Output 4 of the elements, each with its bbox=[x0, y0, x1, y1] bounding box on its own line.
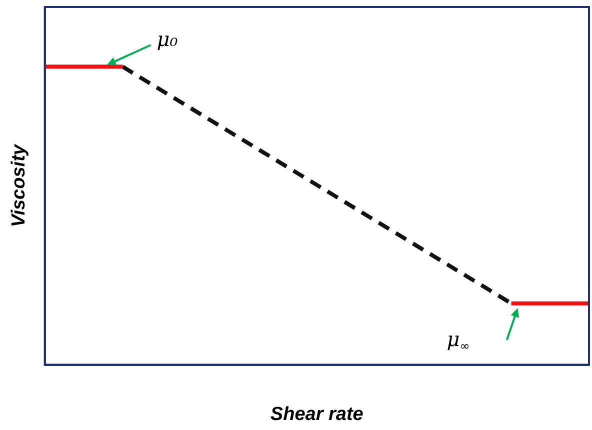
x-axis-title: Shear rate bbox=[270, 404, 364, 425]
text: μ₀ bbox=[156, 27, 178, 52]
annotation: μ∞ bbox=[446, 327, 470, 354]
y-axis-title: Viscosity bbox=[8, 143, 30, 228]
